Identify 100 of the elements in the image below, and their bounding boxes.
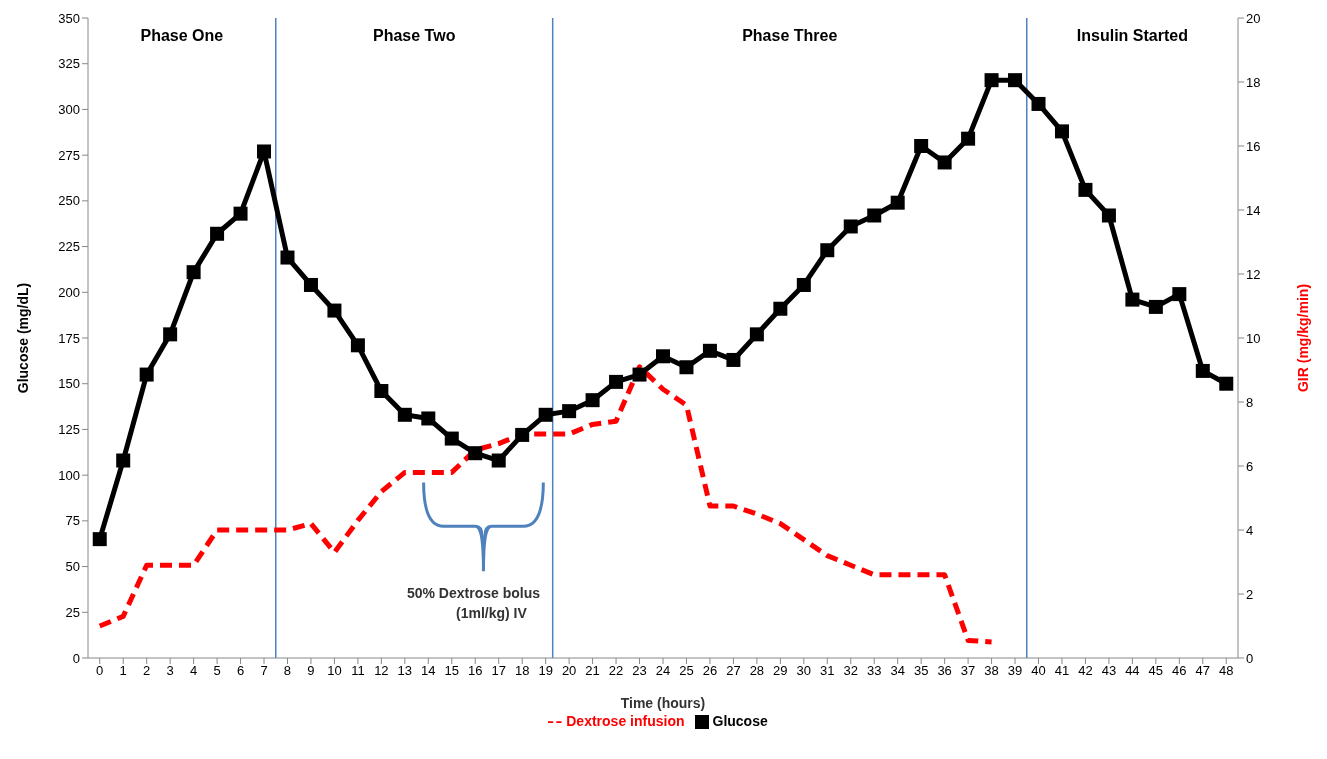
- x-tick-label: 7: [260, 663, 268, 679]
- point: [210, 226, 225, 241]
- x-tick-label: 23: [632, 663, 647, 679]
- point: [585, 393, 600, 408]
- y-tick-label: 325: [58, 56, 80, 72]
- point: [1078, 182, 1093, 197]
- point: [1031, 96, 1046, 111]
- y2-tick-label: 18: [1246, 74, 1261, 90]
- y-tick-label: 100: [58, 467, 80, 483]
- x-tick-label: 42: [1078, 663, 1093, 679]
- x-tick-label: 26: [702, 663, 718, 679]
- x-tick-label: 28: [749, 663, 765, 679]
- point: [92, 532, 107, 547]
- point: [656, 349, 670, 364]
- x-tick-label: 33: [866, 663, 882, 679]
- x-tick-label: 20: [561, 663, 577, 679]
- y-tick-label: 275: [58, 147, 80, 163]
- y-tick-label: 350: [58, 10, 80, 26]
- point: [327, 303, 342, 318]
- x-axis-title: Time (hours): [620, 695, 706, 711]
- x-tick-label: 9: [307, 663, 315, 679]
- x-tick-label: 3: [166, 663, 174, 679]
- x-tick-label: 21: [585, 663, 600, 679]
- x-tick-label: 2: [143, 663, 151, 679]
- point: [773, 301, 788, 316]
- annotation: Insulin Started: [1076, 27, 1188, 45]
- point: [867, 208, 882, 223]
- annotation: 50% Dextrose bolus (1ml/kg) IV: [406, 585, 541, 622]
- point: [1054, 124, 1069, 139]
- point: [961, 131, 976, 146]
- y-tick-label: 25: [65, 604, 80, 620]
- point: [1125, 292, 1140, 307]
- point: [1008, 73, 1023, 88]
- x-tick-label: 14: [421, 663, 436, 679]
- annotation: Phase Two: [373, 27, 456, 45]
- x-tick-label: 35: [913, 663, 929, 679]
- point: [937, 155, 952, 170]
- point: [163, 327, 178, 342]
- point: [702, 343, 717, 358]
- point: [186, 265, 201, 280]
- point: [374, 384, 389, 399]
- y2-tick-label: 10: [1246, 330, 1261, 346]
- x-tick-label: 46: [1172, 663, 1187, 679]
- x-tick-label: 4: [190, 663, 198, 679]
- x-tick-label: 8: [283, 663, 292, 679]
- x-tick-label: 10: [327, 663, 342, 679]
- legend-label: Glucose: [712, 713, 768, 729]
- point: [139, 367, 154, 382]
- point: [1101, 208, 1116, 223]
- x-tick-label: 24: [655, 663, 671, 679]
- point: [562, 404, 577, 419]
- point: [350, 338, 365, 353]
- y-tick-label: 0: [72, 650, 80, 666]
- x-tick-label: 13: [397, 663, 413, 679]
- x-tick-label: 45: [1148, 663, 1164, 679]
- y2-tick-label: 14: [1246, 202, 1261, 218]
- x-tick-label: 40: [1031, 663, 1046, 679]
- point: [1148, 299, 1163, 314]
- x-tick-label: 18: [514, 663, 530, 679]
- y2-tick-label: 4: [1246, 522, 1254, 538]
- point: [1195, 363, 1210, 378]
- point: [421, 411, 436, 426]
- point: [538, 407, 553, 422]
- y2-tick-label: 6: [1246, 458, 1254, 474]
- legend-label: Dextrose infusion: [566, 713, 685, 729]
- x-tick-label: 15: [444, 663, 460, 679]
- y2-tick-label: 20: [1246, 10, 1261, 26]
- point: [1219, 376, 1234, 391]
- y-tick-label: 125: [58, 422, 80, 438]
- y2-tick-label: 12: [1246, 266, 1261, 282]
- point: [679, 360, 694, 375]
- y-axis-title: Glucose (mg/dL): [14, 282, 31, 394]
- y-tick-label: 200: [58, 284, 80, 300]
- point: [609, 374, 624, 389]
- y2-tick-label: 16: [1246, 138, 1261, 154]
- x-tick-label: 37: [960, 663, 976, 679]
- x-tick-label: 22: [608, 663, 624, 679]
- x-tick-label: 11: [351, 663, 365, 679]
- x-tick-label: 6: [236, 663, 245, 679]
- x-tick-label: 0: [96, 663, 104, 679]
- y-tick-label: 300: [58, 102, 80, 118]
- y-tick-label: 225: [58, 239, 80, 255]
- y-tick-label: 75: [65, 513, 80, 529]
- y-tick-label: 50: [65, 559, 80, 575]
- x-tick-label: 25: [679, 663, 694, 679]
- x-tick-label: 32: [843, 663, 858, 679]
- y-tick-label: 175: [58, 330, 80, 346]
- y2-axis-title: GIR (mg/kg/min): [1294, 283, 1311, 393]
- x-tick-label: 30: [796, 663, 812, 679]
- x-tick-label: 47: [1195, 663, 1211, 679]
- point: [984, 73, 999, 88]
- point: [843, 219, 858, 234]
- x-tick-label: 16: [468, 663, 483, 679]
- x-tick-label: 29: [773, 663, 788, 679]
- x-tick-label: 41: [1054, 663, 1070, 679]
- point: [468, 446, 483, 461]
- point: [1172, 287, 1187, 302]
- x-tick-label: 43: [1101, 663, 1117, 679]
- point: [444, 431, 459, 446]
- x-tick-label: 48: [1219, 663, 1234, 679]
